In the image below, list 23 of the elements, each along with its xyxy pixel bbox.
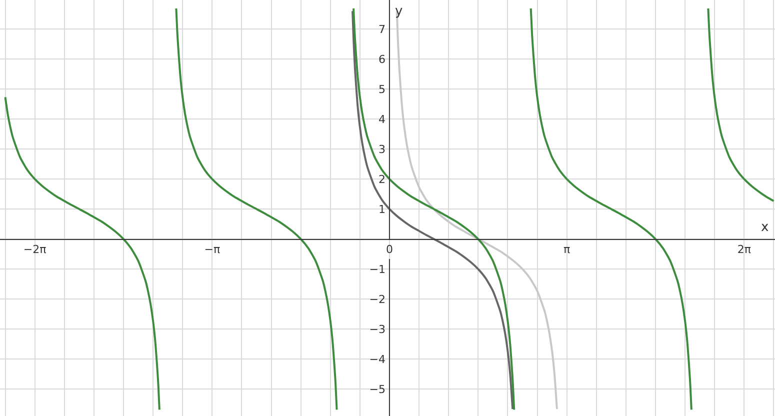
x-tick-label: −π (204, 243, 220, 256)
y-tick-label: −1 (369, 262, 386, 276)
y-tick-label: −2 (369, 292, 386, 306)
y-axis-title: y (395, 4, 403, 19)
line-series (707, 7, 775, 202)
x-tick-label: 0 (386, 243, 393, 256)
y-tick-label: −3 (369, 322, 386, 336)
line-series (530, 7, 692, 411)
y-tick-label: 6 (378, 52, 386, 66)
line-series (175, 7, 338, 411)
x-axis-title: x (761, 220, 769, 235)
line-series (4, 96, 160, 411)
y-tick-label: −4 (369, 352, 386, 366)
x-tick-label: 2π (737, 243, 752, 256)
y-tick-label: 4 (378, 112, 386, 126)
x-tick-label: −2π (23, 243, 47, 256)
y-tick-label: 5 (378, 82, 386, 96)
y-tick-label: −5 (369, 382, 386, 396)
y-tick-label: 2 (378, 172, 386, 186)
x-tick-label: π (563, 243, 570, 256)
y-tick-label: 1 (378, 202, 386, 216)
y-tick-label: 3 (378, 142, 386, 156)
y-tick-label: 7 (378, 22, 386, 36)
